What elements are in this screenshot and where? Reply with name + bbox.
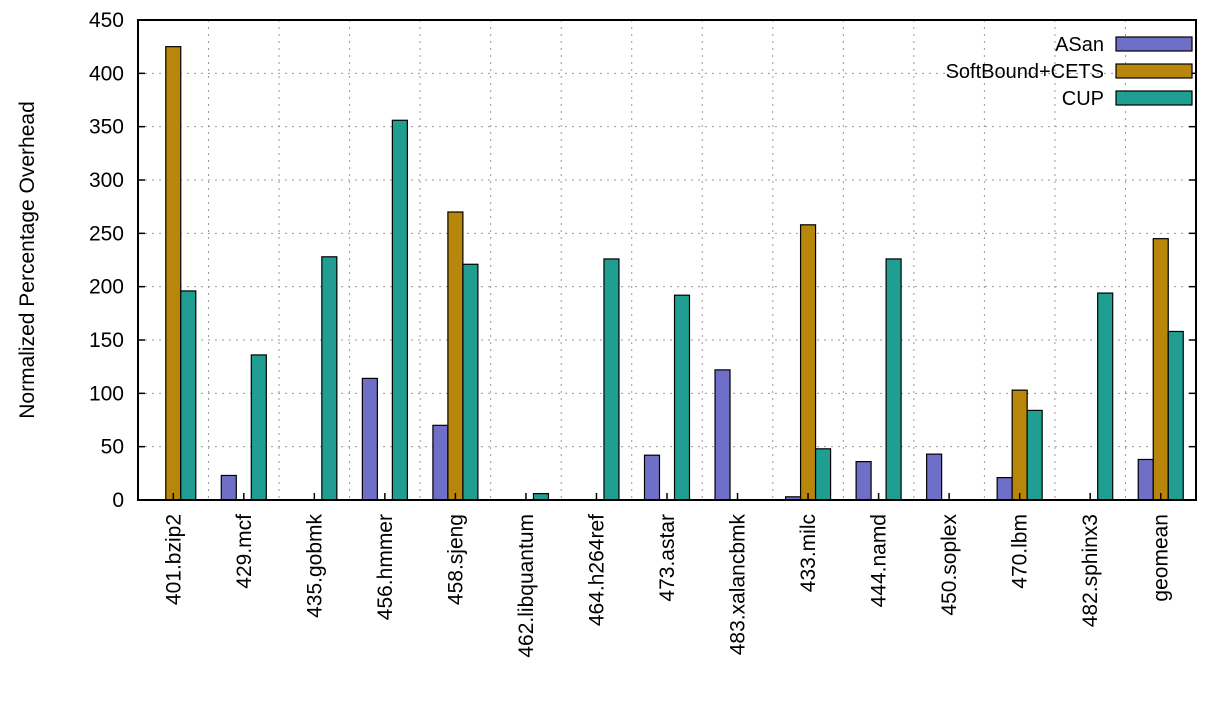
x-tick-label: 456.hmmer — [374, 514, 397, 620]
y-tick-label: 300 — [89, 169, 124, 192]
bar-asan-458-sjeng — [433, 425, 448, 500]
bar-cup-435-gobmk — [322, 257, 337, 500]
bar-cup-464-h264ref — [604, 259, 619, 500]
bar-cup-429-mcf — [251, 355, 266, 500]
bar-asan-450-soplex — [927, 454, 942, 500]
x-tick-label: 482.sphinx3 — [1079, 514, 1102, 627]
x-tick-label: 464.h264ref — [585, 514, 608, 626]
x-tick-label: 483.xalancbmk — [727, 514, 750, 656]
bars — [166, 47, 1183, 500]
bar-cup-444-namd — [886, 259, 901, 500]
bar-softbound-cets-470-lbm — [1012, 390, 1027, 500]
legend-label: CUP — [1062, 88, 1104, 110]
x-tick-label: 473.astar — [656, 514, 679, 602]
x-tick-label: 462.libquantum — [515, 514, 538, 658]
legend-swatch — [1116, 64, 1192, 78]
bar-softbound-cets-401-bzip2 — [166, 47, 181, 500]
x-axis-ticks: 401.bzip2 429.mcf 435.gobmk 456.hmmer 458.sj… — [162, 493, 1172, 658]
bar-cup-473-astar — [675, 295, 690, 500]
bar-cup-geomean — [1168, 331, 1183, 500]
legend-swatch — [1116, 91, 1192, 105]
bar-asan-444-namd — [856, 462, 871, 500]
x-tick-label: geomean — [1150, 514, 1173, 602]
x-tick-label: 401.bzip2 — [162, 514, 185, 605]
bar-cup-470-lbm — [1027, 410, 1042, 500]
legend-swatch — [1116, 37, 1192, 51]
bar-softbound-cets-458-sjeng — [448, 212, 463, 500]
x-tick-label: 435.gobmk — [303, 514, 326, 618]
legend: ASan SoftBound+CETS CUP — [946, 34, 1192, 110]
bar-cup-482-sphinx3 — [1098, 293, 1113, 500]
bar-softbound-cets-433-milc — [801, 225, 816, 500]
bar-asan-456-hmmer — [362, 378, 377, 500]
bar-asan-470-lbm — [997, 478, 1012, 500]
x-tick-label: 444.namd — [868, 514, 891, 607]
x-tick-label: 470.lbm — [1009, 514, 1032, 589]
y-tick-label: 0 — [112, 489, 124, 512]
bar-asan-473-astar — [645, 455, 660, 500]
bar-asan-429-mcf — [221, 475, 236, 500]
y-tick-label: 100 — [89, 382, 124, 405]
bar-cup-458-sjeng — [463, 264, 478, 500]
bar-cup-456-hmmer — [392, 120, 407, 500]
y-tick-label: 50 — [101, 436, 124, 459]
legend-label: SoftBound+CETS — [946, 61, 1104, 83]
x-tick-label: 433.milc — [797, 514, 820, 592]
x-tick-label: 429.mcf — [233, 514, 256, 589]
y-tick-label: 200 — [89, 276, 124, 299]
y-tick-label: 150 — [89, 329, 124, 352]
y-tick-label: 250 — [89, 222, 124, 245]
bar-cup-401-bzip2 — [181, 291, 196, 500]
y-axis-title: Normalized Percentage Overhead — [16, 101, 39, 419]
bar-asan-483-xalancbmk — [715, 370, 730, 500]
x-tick-label: 458.sjeng — [444, 514, 467, 605]
bar-asan-geomean — [1138, 459, 1153, 500]
bar-cup-433-milc — [816, 449, 831, 500]
bar-softbound-cets-geomean — [1153, 239, 1168, 500]
x-tick-label: 450.soplex — [938, 514, 961, 616]
y-tick-label: 350 — [89, 116, 124, 139]
legend-label: ASan — [1055, 34, 1104, 56]
y-tick-label: 400 — [89, 62, 124, 85]
y-tick-label: 450 — [89, 9, 124, 32]
